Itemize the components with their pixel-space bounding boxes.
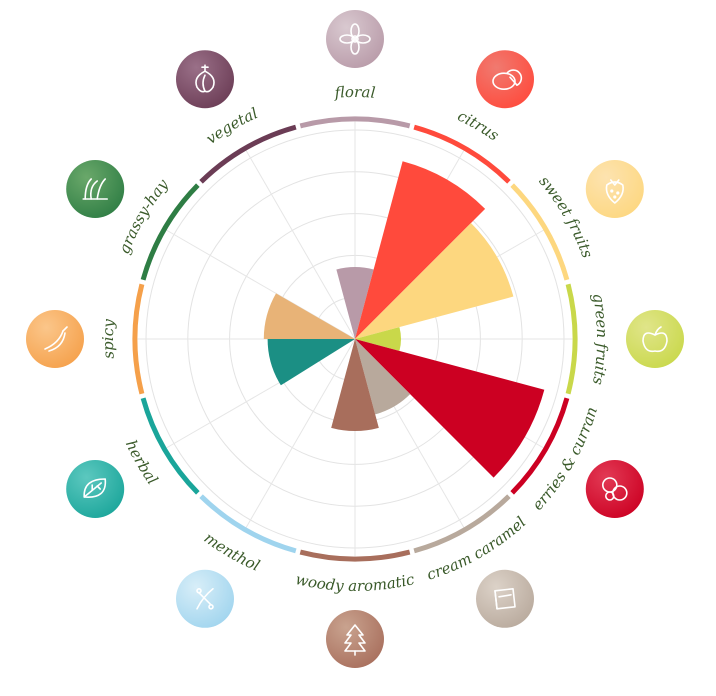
label-floral: floral xyxy=(333,83,376,102)
inner-wedge-herbal xyxy=(267,339,355,386)
outer-rim xyxy=(132,116,578,562)
wedge-sweet-fruits xyxy=(355,223,514,339)
category-icons xyxy=(26,10,684,668)
rim-arc-sweet-fruits xyxy=(510,183,570,281)
grass-icon xyxy=(66,160,125,218)
grid-spoke xyxy=(244,338,356,530)
wedge-woody-aromatic xyxy=(331,339,379,432)
grid-spoke xyxy=(244,148,356,340)
rim-arc-vegetal xyxy=(199,124,297,184)
lemon-icon xyxy=(476,50,534,109)
rim-arc-green-fruits xyxy=(565,283,578,395)
wedge-berries-and-currant xyxy=(355,339,545,478)
rim-arc-floral xyxy=(299,116,411,129)
apple-icon xyxy=(626,310,684,368)
strawberry-icon xyxy=(585,160,644,218)
label-green-fruits: green fruits xyxy=(589,292,611,387)
rim-arc-spicy xyxy=(132,283,145,395)
wedges xyxy=(263,161,545,478)
rim-arc-woody-aromatic xyxy=(299,549,411,562)
label-spicy: spicy xyxy=(99,318,118,359)
rim-arc-citrus xyxy=(413,124,511,184)
flower-icon xyxy=(326,10,384,68)
rim-arc-menthol xyxy=(199,494,297,554)
wedge-citrus xyxy=(355,161,486,339)
inner-wedge-spicy xyxy=(263,293,355,339)
chili-icon xyxy=(26,310,84,368)
onion-icon xyxy=(176,50,234,109)
label-citrus: citrus xyxy=(455,107,503,145)
label-vegetal: vegetal xyxy=(203,104,261,148)
grid-spoke xyxy=(164,228,356,340)
label-herbal: herbal xyxy=(122,437,162,488)
rim-arc-herbal xyxy=(140,397,200,495)
leaf-icon xyxy=(66,460,125,518)
wedge-floral xyxy=(336,266,374,339)
berries-icon xyxy=(585,460,644,518)
mint-icon xyxy=(176,569,234,628)
rim-arc-grassy-hay xyxy=(140,183,200,281)
label-woody-aromatic: woody aromatic xyxy=(294,570,417,595)
wedge-green-fruits xyxy=(355,327,401,351)
tree-icon xyxy=(326,610,384,668)
caramel-icon xyxy=(476,569,534,628)
wedge-cream-caramel xyxy=(355,339,411,415)
rim-arc-berries-and-currant xyxy=(510,397,570,495)
rim-arc-cream-caramel xyxy=(413,494,511,554)
